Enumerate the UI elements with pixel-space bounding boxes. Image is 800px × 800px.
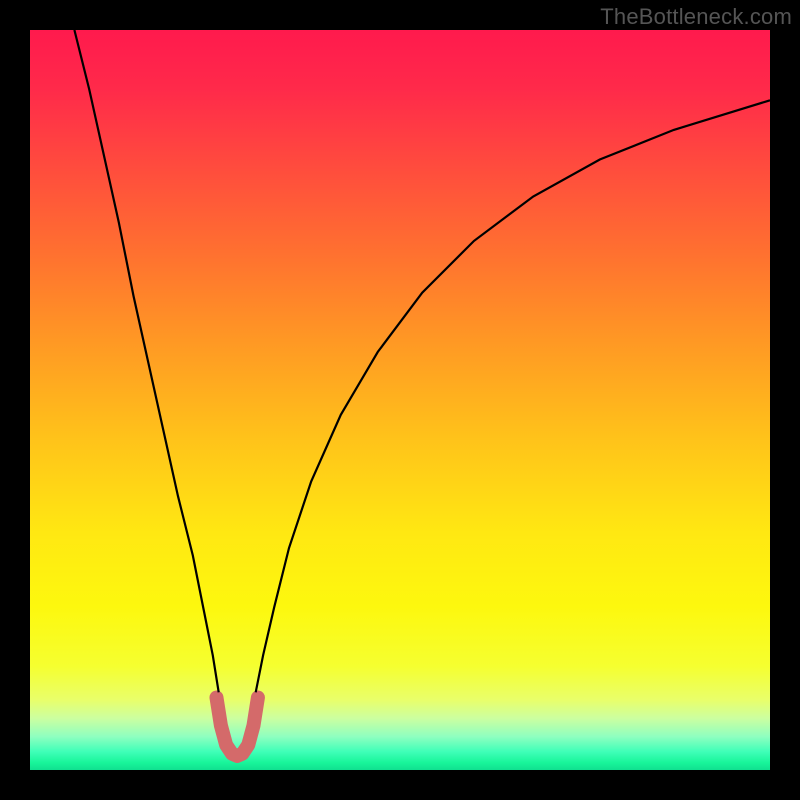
chart-container: TheBottleneck.com [0, 0, 800, 800]
plot-background-gradient [30, 30, 770, 770]
watermark-text: TheBottleneck.com [600, 4, 792, 30]
bottleneck-chart [0, 0, 800, 800]
